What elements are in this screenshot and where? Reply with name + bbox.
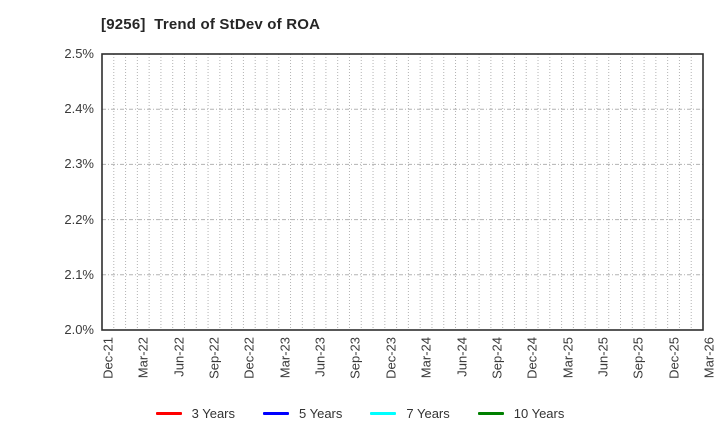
y-tick-label: 2.3% — [64, 156, 94, 172]
x-tick-label: Sep-25 — [630, 337, 646, 379]
legend-line-swatch — [263, 412, 289, 415]
legend-label: 10 Years — [513, 406, 565, 421]
x-tick-label: Jun-24 — [454, 337, 470, 377]
y-tick-label: 2.4% — [64, 101, 94, 117]
x-tick-label: Dec-22 — [241, 337, 257, 379]
x-tick-label: Dec-24 — [524, 337, 540, 379]
x-tick-label: Jun-22 — [171, 337, 187, 377]
legend-line-swatch — [370, 412, 397, 415]
legend-label: 7 Years — [406, 406, 450, 421]
x-tick-label: Mar-26 — [701, 337, 717, 379]
x-tick-label: Mar-22 — [135, 337, 151, 379]
plot-frame — [101, 53, 704, 331]
x-tick-label: Mar-23 — [277, 337, 293, 379]
legend: 3 Years 5 Years 7 Years 10 Years — [0, 406, 720, 421]
y-tick-label: 2.1% — [64, 266, 94, 282]
legend-line-swatch — [155, 412, 182, 415]
legend-label: 5 Years — [299, 406, 343, 421]
legend-item: 10 Years — [477, 406, 565, 421]
legend-line-swatch — [477, 412, 504, 415]
x-tick-label: Dec-21 — [100, 337, 116, 379]
x-tick-label: Mar-25 — [560, 337, 576, 379]
x-tick-label: Mar-24 — [418, 337, 434, 379]
legend-label: 3 Years — [191, 406, 235, 421]
x-tick-label: Jun-23 — [312, 337, 328, 377]
x-tick-label: Jun-25 — [595, 337, 611, 377]
y-tick-label: 2.5% — [64, 46, 94, 61]
x-tick-label: Sep-23 — [347, 337, 363, 379]
x-tick-label: Sep-22 — [206, 337, 222, 379]
legend-item: 7 Years — [370, 406, 450, 421]
x-tick-label: Dec-25 — [666, 337, 682, 379]
legend-item: 3 Years — [155, 406, 235, 421]
y-tick-label: 2.0% — [64, 322, 94, 337]
x-tick-label: Dec-23 — [383, 337, 399, 379]
chart-title: [9256] Trend of StDev of ROA — [101, 16, 321, 33]
y-tick-label: 2.2% — [64, 211, 94, 227]
x-tick-label: Sep-24 — [489, 337, 505, 379]
legend-item: 5 Years — [263, 406, 342, 421]
